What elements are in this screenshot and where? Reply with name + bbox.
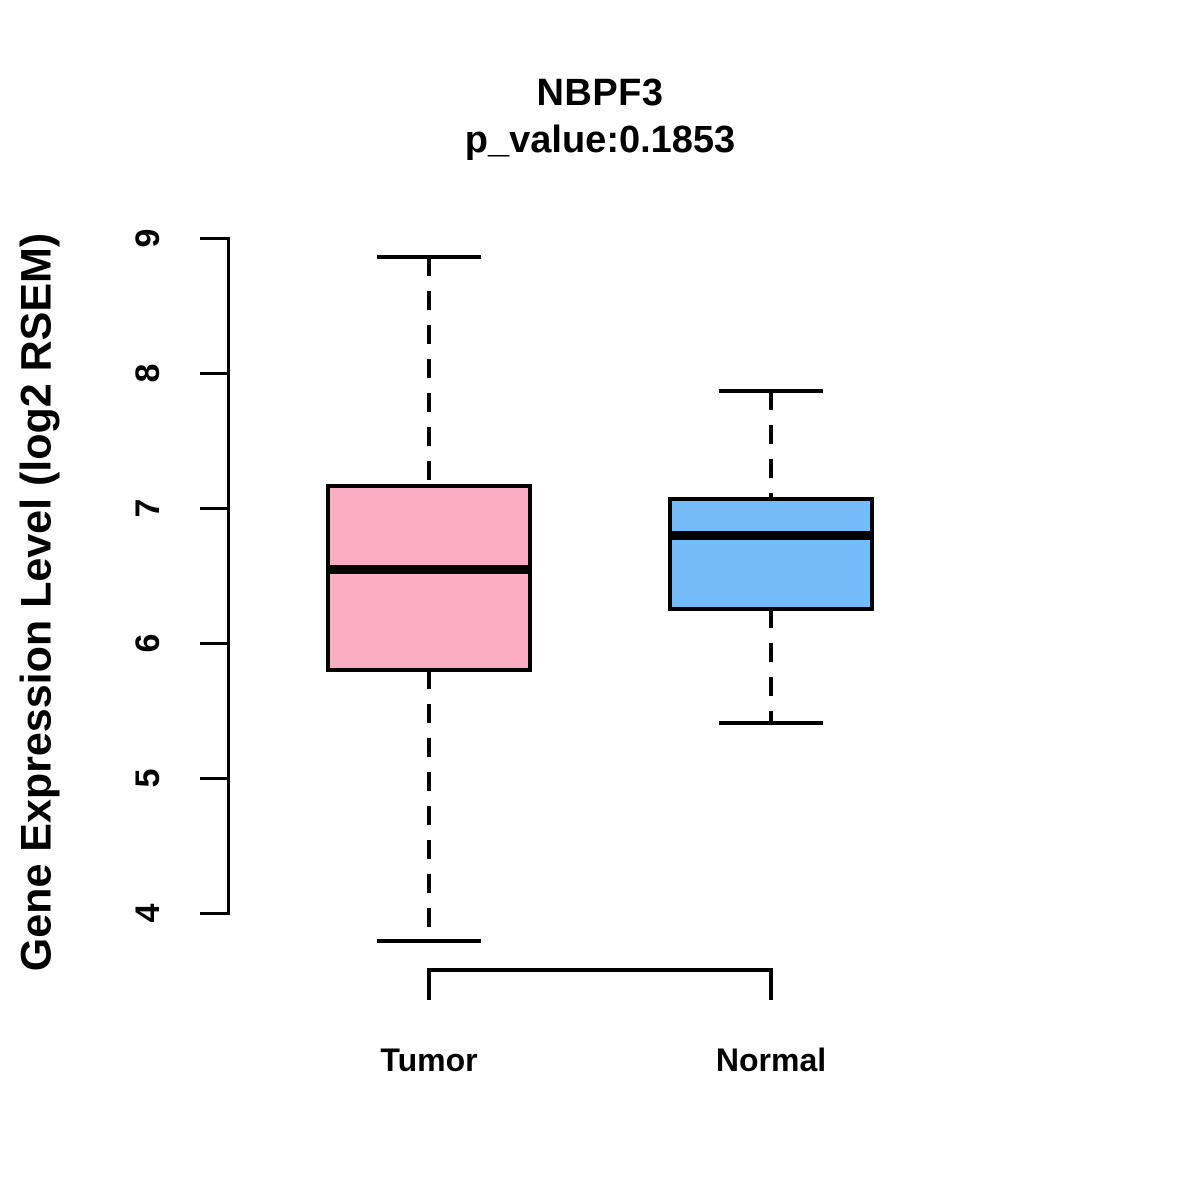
normal-whisker-lower — [769, 609, 773, 723]
tumor-whisker-cap-upper — [377, 255, 481, 259]
y-axis-tick — [200, 777, 230, 780]
tumor-category-label: Tumor — [380, 1042, 478, 1078]
y-axis-tick-label: 9 — [128, 228, 167, 248]
y-axis-tick — [200, 237, 230, 240]
tumor-x-axis-tick — [427, 968, 431, 1000]
y-axis-tick — [200, 642, 230, 645]
normal-median-line — [668, 531, 874, 540]
tumor-whisker-upper — [427, 257, 431, 486]
y-axis-line — [227, 237, 230, 915]
chart-p-value: p_value:0.1853 — [464, 119, 736, 161]
y-axis-tick-label: 7 — [128, 498, 167, 518]
y-axis-tick-label: 4 — [128, 903, 167, 923]
normal-whisker-cap-upper — [719, 389, 823, 393]
normal-whisker-upper — [769, 391, 773, 499]
normal-category-label: Normal — [715, 1042, 827, 1078]
x-axis-line — [427, 968, 773, 972]
normal-box — [668, 497, 874, 611]
y-axis-tick-label: 5 — [128, 768, 167, 788]
normal-x-axis-tick — [769, 968, 773, 1000]
y-axis-tick-label: 8 — [128, 363, 167, 383]
y-axis-tick — [200, 507, 230, 510]
y-axis-tick-label: 6 — [128, 633, 167, 653]
tumor-box — [326, 484, 532, 672]
chart-title: NBPF3 — [536, 72, 664, 114]
y-axis-tick — [200, 372, 230, 375]
y-axis-tick — [200, 912, 230, 915]
tumor-whisker-cap-lower — [377, 939, 481, 943]
tumor-median-line — [326, 565, 532, 574]
normal-whisker-cap-lower — [719, 721, 823, 725]
tumor-whisker-lower — [427, 670, 431, 941]
